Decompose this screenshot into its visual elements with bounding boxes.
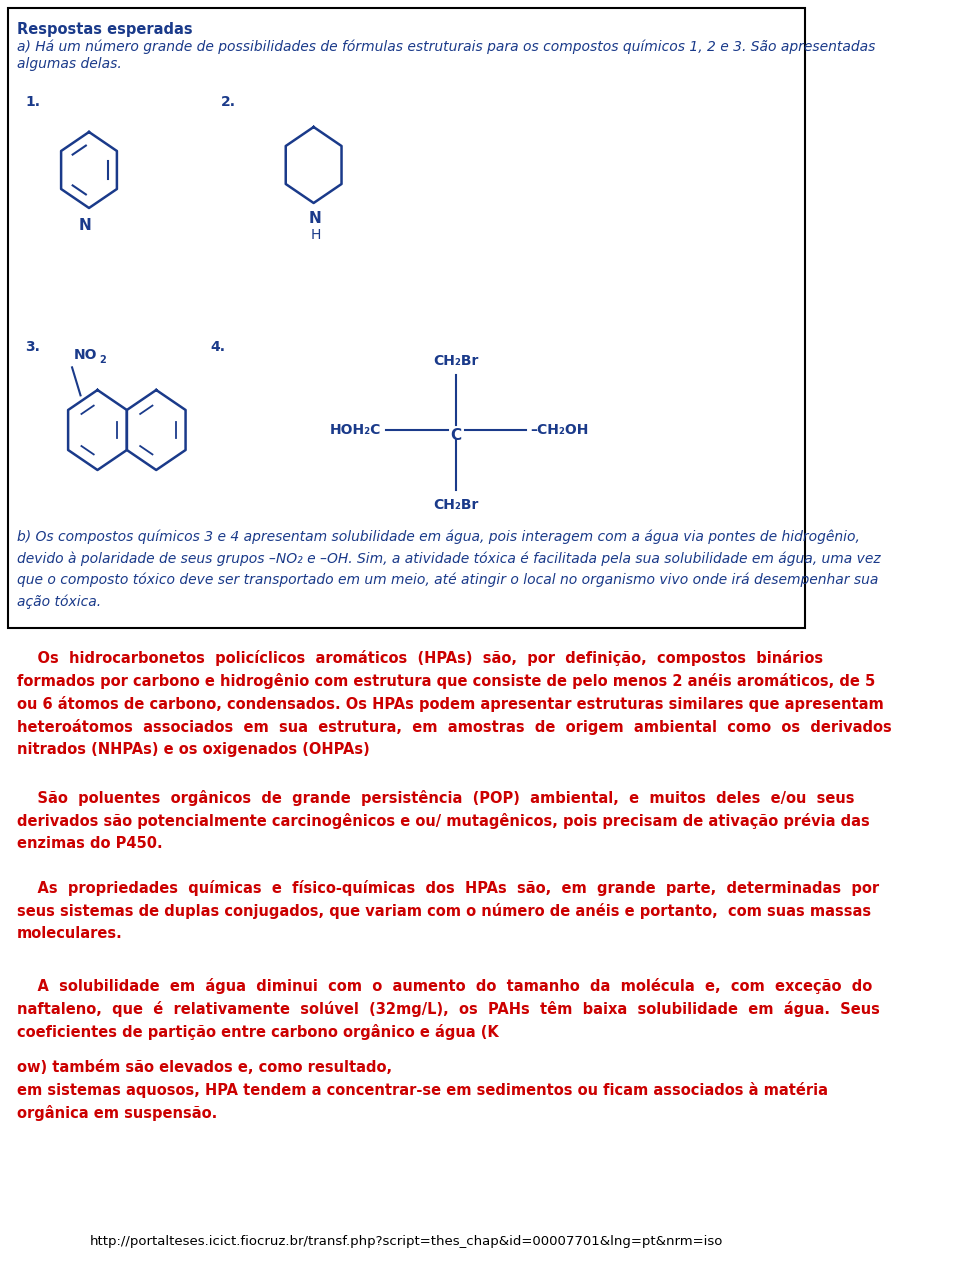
Text: São  poluentes  orgânicos  de  grande  persistência  (POP)  ambiental,  e  muito: São poluentes orgânicos de grande persis… <box>17 791 870 851</box>
Text: Os  hidrocarbonetos  policíclicos  aromáticos  (HPAs)  são,  por  definição,  co: Os hidrocarbonetos policíclicos aromátic… <box>17 650 892 756</box>
Text: –CH₂OH: –CH₂OH <box>530 423 588 436</box>
Text: HOH₂C: HOH₂C <box>330 423 381 436</box>
Text: As  propriedades  químicas  e  físico-químicas  dos  HPAs  são,  em  grande  par: As propriedades químicas e físico-químic… <box>17 880 879 941</box>
Text: CH₂Br: CH₂Br <box>433 498 479 512</box>
Text: a) Há um número grande de possibilidades de fórmulas estruturais para os compost: a) Há um número grande de possibilidades… <box>17 40 876 71</box>
Text: 2: 2 <box>99 355 106 366</box>
Text: C: C <box>450 428 462 443</box>
Text: H: H <box>310 228 321 242</box>
Text: 3.: 3. <box>25 340 40 354</box>
Text: NO: NO <box>74 348 97 362</box>
Text: N: N <box>79 218 91 233</box>
Text: 2.: 2. <box>221 95 235 109</box>
Text: b) Os compostos químicos 3 e 4 apresentam solubilidade em água, pois interagem c: b) Os compostos químicos 3 e 4 apresenta… <box>17 530 880 608</box>
Text: N: N <box>309 211 322 226</box>
FancyBboxPatch shape <box>9 8 805 627</box>
Text: A  solubilidade  em  água  diminui  com  o  aumento  do  tamanho  da  molécula  : A solubilidade em água diminui com o aum… <box>17 978 879 1040</box>
Text: ow) também são elevados e, como resultado,
em sistemas aquosos, HPA tendem a con: ow) também são elevados e, como resultad… <box>17 1060 828 1121</box>
Text: Respostas esperadas: Respostas esperadas <box>17 22 193 37</box>
Text: 4.: 4. <box>210 340 226 354</box>
Text: CH₂Br: CH₂Br <box>433 354 479 368</box>
Text: 1.: 1. <box>25 95 40 109</box>
Text: http://portalteses.icict.fiocruz.br/transf.php?script=thes_chap&id=00007701&lng=: http://portalteses.icict.fiocruz.br/tran… <box>90 1235 724 1249</box>
